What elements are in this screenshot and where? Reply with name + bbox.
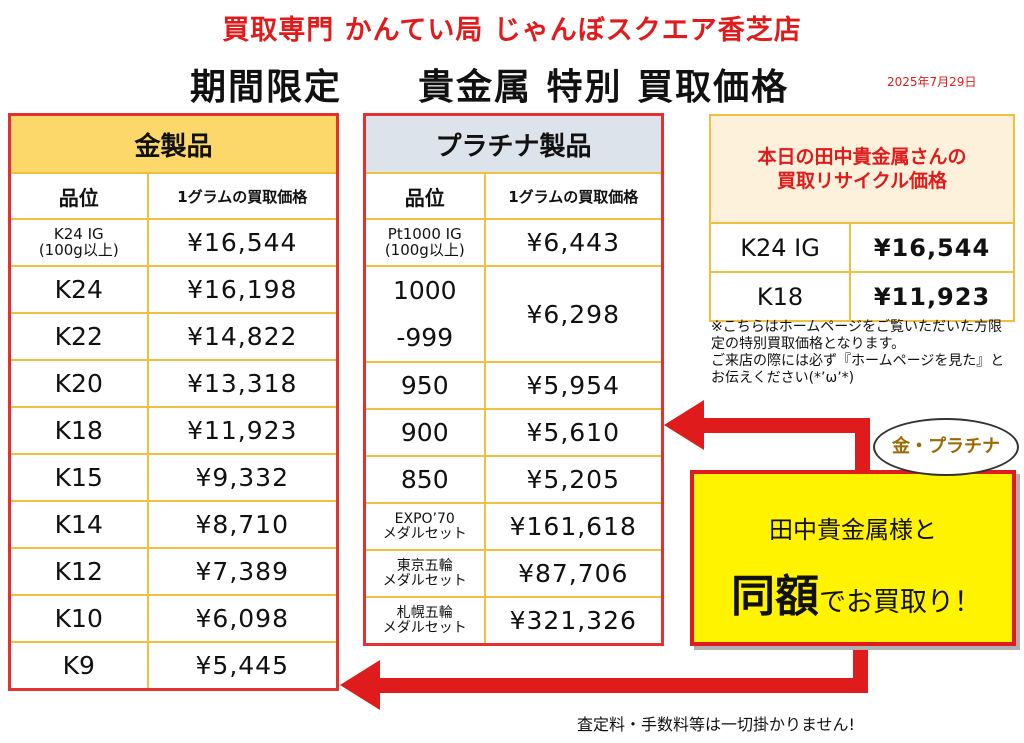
gold-grade: K24 IG (100g以上): [8, 218, 149, 267]
gold-price: ¥13,318: [146, 359, 339, 408]
tanaka-table-title: 本日の田中貴金属さんの 買取リサイクル価格: [708, 114, 1016, 224]
gold-price-table: 金製品 品位 1グラムの買取価格 K24 IG (100g以上) ¥16,544 …: [8, 113, 340, 691]
platinum-grade: 950: [363, 361, 486, 410]
platinum-price: ¥321,326: [483, 596, 664, 646]
page-title: 期間限定 貴金属 特別 買取価格: [190, 67, 790, 108]
platinum-price: ¥6,298: [483, 265, 664, 363]
gold-price: ¥11,923: [146, 406, 339, 455]
promo-big-text: 同額: [731, 571, 819, 622]
gold-col-price: 1グラムの買取価格: [146, 172, 339, 220]
gold-col-grade: 品位: [8, 172, 149, 220]
arrow-to-gold-icon: [340, 648, 868, 710]
gold-grade: K10: [8, 594, 149, 643]
promo-line2: 同額でお買取り！: [706, 560, 1006, 624]
tanaka-grade: K18: [709, 271, 851, 322]
gold-grade: K24: [8, 265, 149, 314]
platinum-grade: Pt1000 IG (100g以上): [363, 218, 486, 267]
gold-price: ¥7,389: [146, 547, 339, 596]
promo-line1: 田中貴金属様と: [769, 516, 937, 544]
gold-table-title: 金製品: [8, 113, 339, 174]
speech-bubble: 金・プラチナ: [873, 418, 1019, 476]
gold-grade: K22: [8, 312, 149, 361]
platinum-col-grade: 品位: [363, 172, 486, 220]
platinum-price: ¥87,706: [483, 549, 664, 598]
platinum-price: ¥161,618: [483, 502, 664, 551]
tanaka-price: ¥11,923: [848, 271, 1016, 322]
footer-text: 査定料・手数料等は一切掛かりません!: [577, 715, 855, 734]
platinum-price: ¥6,443: [483, 218, 664, 267]
gold-price: ¥5,445: [146, 641, 339, 691]
platinum-grade: 札幌五輪 メダルセット: [363, 596, 486, 646]
platinum-price: ¥5,205: [483, 455, 664, 504]
platinum-table-title: プラチナ製品: [363, 113, 664, 174]
platinum-grade: 東京五輪 メダルセット: [363, 549, 486, 598]
gold-grade: K9: [8, 641, 149, 691]
arrow-to-platinum-icon: [664, 400, 870, 470]
tanaka-grade: K24 IG: [709, 222, 851, 273]
gold-price: ¥8,710: [146, 500, 339, 549]
platinum-price: ¥5,610: [483, 408, 664, 457]
gold-grade: K20: [8, 359, 149, 408]
promo-box: 田中貴金属様と 同額でお買取り！: [690, 470, 1016, 646]
platinum-grade: 1000 -999: [363, 265, 486, 363]
platinum-grade: 850: [363, 455, 486, 504]
gold-grade: K18: [8, 406, 149, 455]
gold-grade: K12: [8, 547, 149, 596]
promo-rest-text: でお買取り！: [819, 587, 981, 618]
gold-grade: K15: [8, 453, 149, 502]
tanaka-price-table: 本日の田中貴金属さんの 買取リサイクル価格 K24 IG ¥16,544 K18 ¥…: [708, 114, 1016, 322]
platinum-grade: 900: [363, 408, 486, 457]
shop-title: 買取専門 かんてい局 じゃんぼスクエア香芝店: [222, 15, 802, 46]
date-label: 2025年7月29日: [887, 75, 977, 89]
gold-price: ¥6,098: [146, 594, 339, 643]
platinum-price-table: プラチナ製品 品位 1グラムの買取価格 Pt1000 IG (100g以上) ¥6…: [363, 113, 665, 646]
platinum-grade: EXPO’70 メダルセット: [363, 502, 486, 551]
gold-grade: K14: [8, 500, 149, 549]
notice-text: ※こちらはホームページをご覧いただいた方限定の特別買取価格となります。 ご来店の…: [711, 319, 1005, 386]
gold-price: ¥14,822: [146, 312, 339, 361]
platinum-col-price: 1グラムの買取価格: [483, 172, 664, 220]
tanaka-price: ¥16,544: [848, 222, 1016, 273]
gold-price: ¥9,332: [146, 453, 339, 502]
platinum-price: ¥5,954: [483, 361, 664, 410]
gold-price: ¥16,544: [146, 218, 339, 267]
gold-price: ¥16,198: [146, 265, 339, 314]
